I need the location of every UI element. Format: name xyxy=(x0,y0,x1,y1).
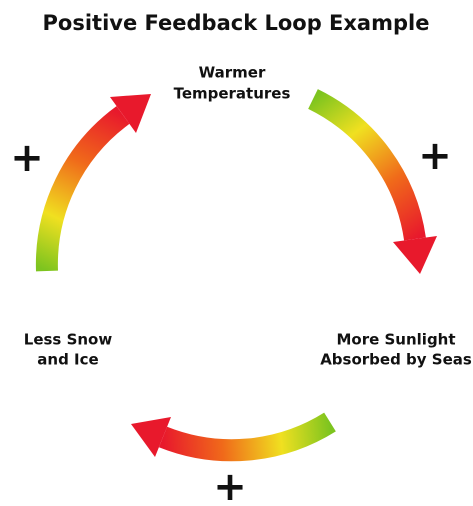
node-label: Less Snow xyxy=(24,331,113,349)
node-label: More Sunlight xyxy=(336,331,455,349)
arrow-head xyxy=(131,417,171,457)
arrow-arc xyxy=(158,412,336,462)
plus-sign: + xyxy=(10,135,44,181)
title: Positive Feedback Loop Example xyxy=(43,11,430,35)
plus-sign: + xyxy=(418,133,452,179)
arrow-head xyxy=(393,236,437,274)
arrow-head xyxy=(110,94,151,133)
arrow-arc xyxy=(35,106,130,272)
node-label: Warmer xyxy=(199,64,266,82)
arrow-arc xyxy=(308,89,426,241)
node-label: Temperatures xyxy=(174,85,291,103)
node-label: and Ice xyxy=(37,351,98,369)
plus-sign: + xyxy=(213,464,247,506)
node-label: Absorbed by Seas xyxy=(320,351,472,369)
